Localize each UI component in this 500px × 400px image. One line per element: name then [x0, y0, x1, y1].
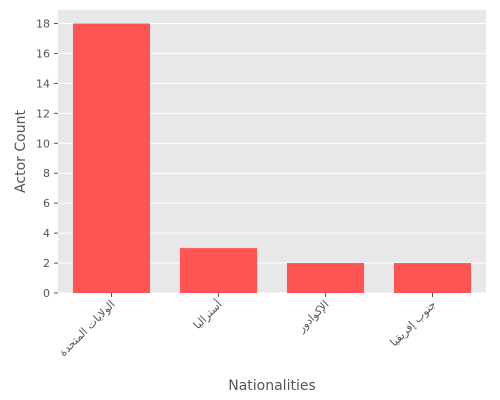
x-tick-label: أستراليا — [190, 297, 224, 331]
x-axis-ticks: الولايات المتحدة أستراليا الإكوادور جنوب إف… — [57, 293, 439, 359]
x-tick-label: الولايات المتحدة — [57, 298, 118, 359]
y-tick-label: 0 — [43, 287, 50, 300]
bar — [286, 263, 365, 293]
y-tick-label: 16 — [36, 47, 50, 60]
y-tick-label: 2 — [43, 257, 50, 270]
bar — [393, 263, 472, 293]
y-tick-label: 14 — [36, 77, 50, 90]
bar — [72, 23, 151, 293]
y-tick-label: 18 — [36, 17, 50, 30]
y-tick-label: 6 — [43, 197, 50, 210]
bar — [179, 248, 258, 293]
bars — [72, 23, 472, 293]
x-tick-label: الإكوادور — [294, 298, 331, 335]
y-axis-ticks: 0 2 4 6 8 10 12 14 16 18 — [36, 17, 58, 300]
y-tick-label: 10 — [36, 137, 50, 150]
y-tick-label: 4 — [43, 227, 50, 240]
x-tick-label: جنوب إفريقيا — [387, 298, 438, 349]
x-axis-title: Nationalities — [228, 378, 316, 394]
y-axis-title: Actor Count — [13, 110, 29, 193]
y-tick-label: 8 — [43, 167, 50, 180]
y-tick-label: 12 — [36, 107, 50, 120]
